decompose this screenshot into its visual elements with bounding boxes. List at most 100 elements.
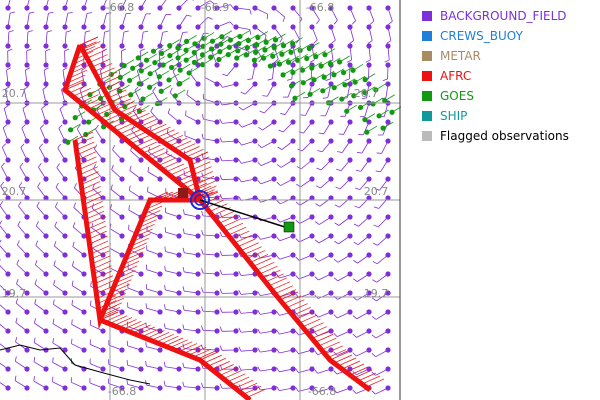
dot bbox=[119, 347, 125, 353]
goes-dot bbox=[292, 95, 298, 101]
barb-flag bbox=[337, 151, 343, 153]
goes-dot bbox=[166, 77, 172, 83]
barb-flag bbox=[238, 271, 242, 276]
barb-flag bbox=[17, 220, 21, 226]
afrc-barb bbox=[289, 303, 308, 312]
goes-dot bbox=[65, 139, 71, 145]
afrc-barb bbox=[149, 191, 169, 201]
dot bbox=[233, 62, 239, 68]
dot bbox=[271, 195, 277, 201]
afrc-barb bbox=[224, 222, 244, 232]
barb-flag bbox=[318, 132, 324, 135]
dot bbox=[252, 176, 258, 182]
afrc-barb bbox=[327, 349, 347, 358]
dot bbox=[100, 366, 106, 372]
goes-dot bbox=[191, 49, 197, 56]
afrc-barb bbox=[274, 285, 294, 295]
barb-flag bbox=[40, 124, 45, 129]
goes-dot bbox=[288, 49, 294, 55]
goes-dot bbox=[86, 119, 92, 125]
legend-item: Flagged observations bbox=[422, 126, 569, 146]
afrc-barb bbox=[318, 337, 337, 347]
barb-flag bbox=[52, 318, 55, 324]
afrc-barb bbox=[81, 181, 101, 190]
barb-flag bbox=[322, 97, 328, 99]
legend-label: SHIP bbox=[440, 109, 468, 123]
goes-dot bbox=[362, 117, 368, 123]
afrc-barb bbox=[138, 219, 157, 229]
dot bbox=[385, 138, 391, 144]
barb-flag bbox=[201, 287, 204, 293]
goes-dot bbox=[267, 63, 273, 69]
dot bbox=[81, 309, 87, 315]
dot bbox=[366, 43, 372, 49]
goes-dot bbox=[313, 53, 319, 60]
dot bbox=[347, 43, 353, 49]
barb-flag bbox=[166, 148, 168, 154]
dot bbox=[100, 43, 106, 49]
dot bbox=[328, 119, 334, 125]
barb-flag bbox=[5, 86, 10, 90]
barb-flag bbox=[52, 357, 54, 363]
dot bbox=[24, 81, 30, 87]
barb-flag bbox=[182, 381, 185, 387]
goes-obs bbox=[65, 30, 401, 145]
barb-flag bbox=[314, 221, 320, 225]
grid-labels: -66.8 -66.9 -66.8 20.7 20.7 20.7 20.7 19.7 19.7 -… bbox=[2, 1, 389, 398]
goes-dot bbox=[299, 67, 306, 73]
goes-dot bbox=[208, 46, 215, 52]
barb-flag bbox=[72, 222, 76, 228]
dot bbox=[100, 347, 106, 353]
barb-flag bbox=[331, 39, 336, 44]
afrc-barb bbox=[76, 146, 96, 156]
dot bbox=[5, 138, 11, 144]
barb-flag bbox=[48, 11, 54, 14]
barb-flag bbox=[201, 306, 204, 312]
dot bbox=[24, 328, 30, 334]
dot bbox=[24, 233, 30, 239]
barb-flag bbox=[104, 30, 110, 33]
dot bbox=[195, 62, 201, 68]
goes-dot bbox=[72, 115, 78, 121]
afrc-barb bbox=[76, 141, 95, 151]
dot bbox=[214, 119, 220, 125]
afrc-barb bbox=[124, 251, 144, 261]
dot bbox=[214, 309, 220, 315]
dot bbox=[328, 271, 334, 277]
goes-dot bbox=[350, 67, 356, 73]
barb-flag bbox=[152, 86, 157, 92]
goes-dot bbox=[373, 87, 379, 93]
dot bbox=[271, 366, 277, 372]
barb-flag bbox=[276, 181, 281, 186]
barb-flag bbox=[238, 289, 242, 295]
afrc-barb bbox=[142, 144, 161, 154]
barb-flag bbox=[76, 124, 81, 130]
afrc-barb bbox=[97, 295, 116, 304]
afrc-barb bbox=[246, 389, 265, 398]
dot bbox=[385, 252, 391, 258]
dot bbox=[24, 271, 30, 277]
dot bbox=[271, 233, 277, 239]
barb-flag bbox=[147, 166, 150, 172]
barb-flag bbox=[274, 59, 279, 63]
barb-flag bbox=[121, 48, 127, 52]
barb-flag bbox=[376, 152, 382, 154]
barb-flag bbox=[64, 48, 70, 52]
afrc-barb bbox=[283, 295, 302, 305]
legend-label: AFRC bbox=[440, 69, 472, 83]
barb-flag bbox=[295, 312, 299, 317]
afrc-barb bbox=[84, 97, 103, 107]
dot bbox=[5, 43, 11, 49]
dot bbox=[157, 214, 163, 220]
goes-dot bbox=[226, 44, 232, 50]
goes-dot bbox=[253, 49, 259, 55]
goes-dot bbox=[352, 79, 358, 85]
afrc-barb bbox=[357, 372, 377, 382]
barb-flag bbox=[66, 30, 72, 33]
barb-flag bbox=[163, 323, 166, 329]
barb-flag bbox=[257, 161, 262, 166]
barb-flag bbox=[230, 4, 234, 9]
goes-dot bbox=[175, 45, 181, 51]
barb-flag bbox=[334, 222, 340, 226]
barb-flag bbox=[282, 16, 286, 22]
